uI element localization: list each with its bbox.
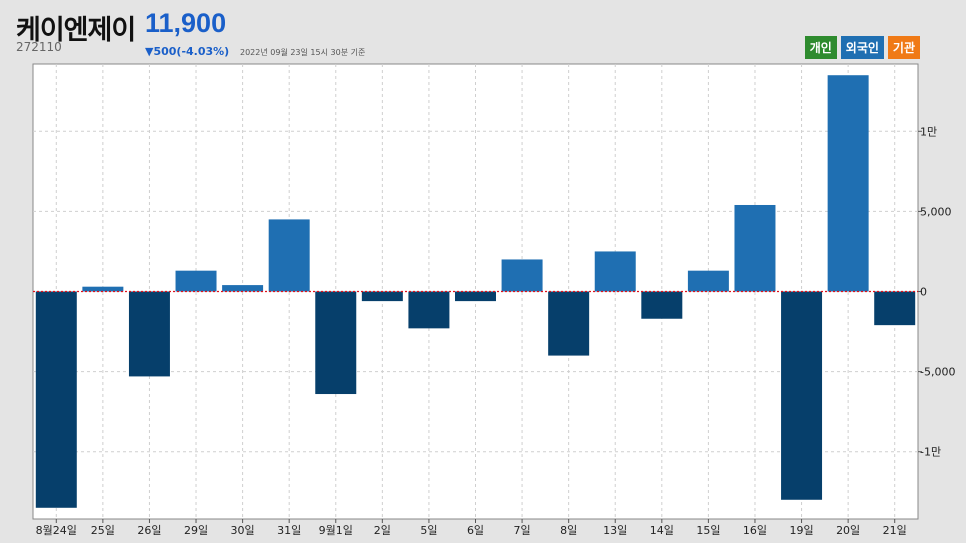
- x-tick-label: 8일: [560, 523, 577, 537]
- timestamp: 2022년 09월 23일 15시 30분 기준: [240, 48, 366, 57]
- x-tick-label: 6일: [467, 523, 484, 537]
- bar: [594, 251, 636, 292]
- x-tick-label: 5일: [420, 523, 437, 537]
- y-tick-label: 5,000: [920, 205, 952, 218]
- x-tick-label: 21일: [883, 523, 907, 537]
- bar: [874, 291, 916, 326]
- stock-name: 케이엔제이: [16, 15, 136, 46]
- x-tick-label: 9월1일: [319, 523, 353, 537]
- bar: [455, 291, 496, 302]
- x-tick-label: 31일: [277, 523, 301, 537]
- bar: [35, 291, 77, 508]
- x-tick-label: 14일: [650, 523, 674, 537]
- bar: [361, 291, 403, 302]
- x-tick-label: 30일: [231, 523, 255, 537]
- x-tick-label: 8월24일: [36, 523, 77, 537]
- bar: [687, 270, 729, 292]
- y-tick-label: -5,000: [920, 366, 955, 379]
- bar: [128, 291, 170, 377]
- x-tick-label: 19일: [789, 523, 813, 537]
- bar: [408, 291, 450, 329]
- bar: [501, 259, 543, 292]
- legend-foreign-button[interactable]: 외국인: [840, 36, 884, 59]
- x-tick-label: 29일: [184, 523, 208, 537]
- price-change: ▼500(-4.03%): [145, 45, 230, 58]
- x-tick-label: 26일: [137, 523, 161, 537]
- y-tick-label: 0: [920, 286, 927, 299]
- x-tick-label: 2일: [374, 523, 391, 537]
- x-tick-label: 16일: [743, 523, 767, 537]
- x-tick-label: 7일: [514, 523, 531, 537]
- x-tick-label: 15일: [696, 523, 720, 537]
- x-tick-label: 20일: [836, 523, 860, 537]
- legend-individual-button[interactable]: 개인: [804, 36, 837, 59]
- stock-price: 11,900: [145, 8, 227, 38]
- bar: [175, 270, 217, 292]
- bar: [222, 285, 264, 292]
- y-tick-label: 1만: [920, 125, 937, 138]
- x-tick-label: 13일: [603, 523, 627, 537]
- bar: [781, 291, 823, 500]
- y-tick-label: -1만: [920, 446, 941, 459]
- bar: [315, 291, 357, 395]
- bar: [827, 75, 869, 292]
- bar: [268, 219, 310, 292]
- bar: [82, 286, 124, 292]
- bar: [641, 291, 683, 319]
- stock-code: 272110: [16, 40, 62, 54]
- legend-institution-button[interactable]: 기관: [887, 36, 920, 59]
- x-tick-label: 25일: [91, 523, 115, 537]
- bar: [734, 204, 776, 292]
- bar: [548, 291, 590, 356]
- legend: 개인 외국인 기관: [804, 36, 920, 59]
